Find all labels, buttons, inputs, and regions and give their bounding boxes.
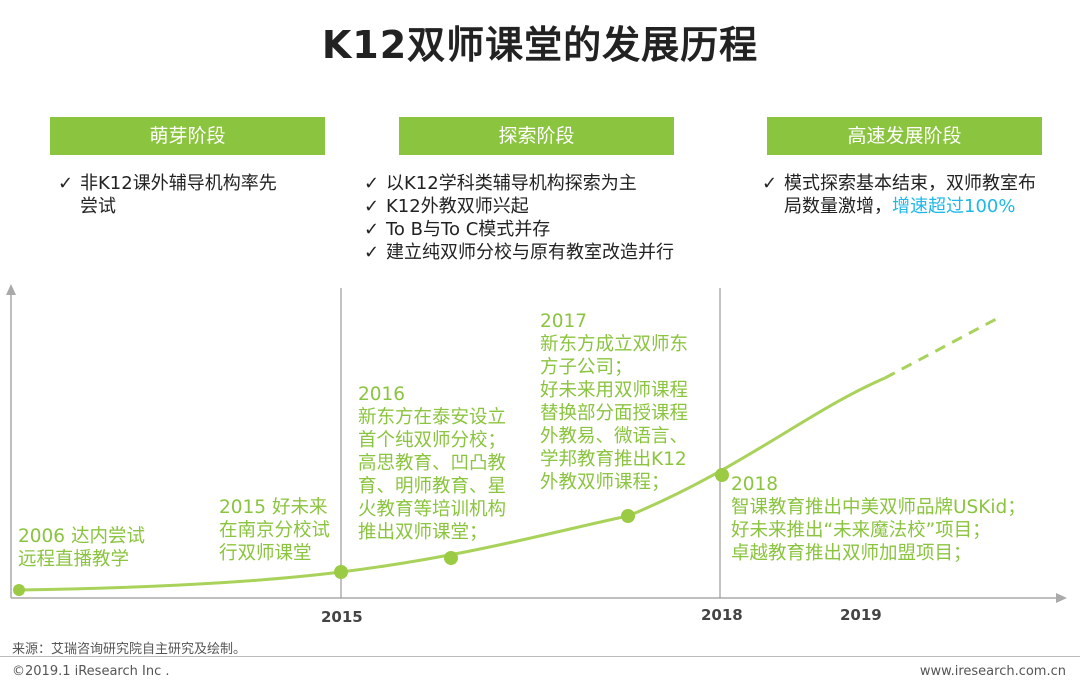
event-line: 首个纯双师分校； bbox=[358, 430, 507, 451]
event-line: 2017 bbox=[540, 311, 588, 332]
event-2006: 2006 达内尝试 远程直播教学 bbox=[18, 525, 145, 571]
bullet-line: 建立纯双师分校与原有教室改造并行 bbox=[386, 242, 674, 263]
event-line: 替换部分面授课程 bbox=[540, 403, 689, 424]
page-title: K12双师课堂的发展历程 bbox=[321, 23, 759, 67]
event-line: 好未来用双师课程 bbox=[540, 380, 689, 401]
milestone-dot-2018 bbox=[715, 468, 729, 482]
check-icon: ✓ bbox=[364, 219, 380, 240]
milestone-dot-2006 bbox=[13, 584, 25, 596]
bullet-line: K12外教双师兴起 bbox=[386, 196, 529, 217]
bullet-item: ✓ 模式探索基本结束，双师教室布 局数量激增，增速超过100% bbox=[762, 172, 1077, 218]
axis-label-2019: 2019 bbox=[840, 606, 882, 624]
milestone-dot-2017 bbox=[621, 509, 635, 523]
bullet-line: To B与To C模式并存 bbox=[386, 219, 551, 240]
event-line: 外教双师课程； bbox=[540, 472, 670, 493]
stage-header-explore: 探索阶段 bbox=[399, 117, 674, 155]
event-line: 方子公司； bbox=[540, 357, 633, 378]
event-line: 行双师课堂 bbox=[219, 543, 312, 564]
check-icon: ✓ bbox=[364, 173, 380, 194]
event-line: 2015 好未来 bbox=[219, 497, 328, 518]
event-2015: 2015 好未来 在南京分校试 行双师课堂 bbox=[219, 496, 330, 565]
axis-label-2018: 2018 bbox=[701, 606, 743, 624]
event-line: 2016 bbox=[358, 384, 406, 405]
event-line: 在南京分校试 bbox=[219, 520, 331, 541]
event-line: 2018 bbox=[731, 474, 779, 495]
y-axis-arrow bbox=[6, 284, 16, 295]
website-link[interactable]: www.iresearch.com.cn bbox=[919, 664, 1066, 679]
source-note: 来源：艾瑞咨询研究院自主研究及绘制。 bbox=[12, 642, 247, 657]
bullet-item: ✓ 非K12课外辅导机构率先 尝试 bbox=[58, 172, 338, 218]
event-line: 好未来推出“未来魔法校”项目； bbox=[731, 520, 991, 541]
growth-highlight: 增速超过100% bbox=[892, 196, 1016, 217]
bullet-line: 尝试 bbox=[80, 196, 116, 217]
stage-rapid-bullets: ✓ 模式探索基本结束，双师教室布 局数量激增，增速超过100% bbox=[762, 172, 1077, 218]
milestone-dot-2016 bbox=[444, 551, 458, 565]
event-line: 远程直播教学 bbox=[18, 549, 130, 570]
check-icon: ✓ bbox=[762, 173, 778, 194]
event-line: 智课教育推出中美双师品牌USKid； bbox=[731, 497, 1026, 518]
bullet-line: 模式探索基本结束，双师教室布 bbox=[784, 173, 1036, 194]
footer-divider bbox=[0, 656, 1080, 657]
event-line: 外教易、微语言、 bbox=[540, 426, 689, 447]
event-line: 2006 达内尝试 bbox=[18, 526, 145, 547]
stage-header-rapid: 高速发展阶段 bbox=[767, 117, 1042, 155]
growth-curve-projection bbox=[884, 315, 1001, 380]
stage-explore-bullets: ✓ 以K12学科类辅导机构探索为主 ✓ K12外教双师兴起 ✓ To B与To … bbox=[364, 172, 724, 264]
bullet-item: ✓ K12外教双师兴起 bbox=[364, 195, 724, 218]
bullet-item: ✓ 建立纯双师分校与原有教室改造并行 bbox=[364, 241, 724, 264]
copyright: ©2019.1 iResearch Inc . bbox=[12, 664, 170, 679]
event-line: 新东方成立双师东 bbox=[540, 334, 689, 355]
stage-sprout-bullets: ✓ 非K12课外辅导机构率先 尝试 bbox=[58, 172, 338, 218]
milestone-dot-2015 bbox=[334, 565, 348, 579]
check-icon: ✓ bbox=[364, 242, 380, 263]
event-2017: 2017 新东方成立双师东 方子公司； 好未来用双师课程 替换部分面授课程 外教… bbox=[540, 310, 688, 494]
event-2016: 2016 新东方在泰安设立 首个纯双师分校； 高思教育、凹凸教 育、明师教育、星… bbox=[358, 383, 506, 544]
check-icon: ✓ bbox=[364, 196, 380, 217]
x-axis-arrow bbox=[1056, 593, 1067, 603]
event-line: 卓越教育推出双师加盟项目； bbox=[731, 543, 972, 564]
event-line: 高思教育、凹凸教 bbox=[358, 453, 507, 474]
bullet-item: ✓ 以K12学科类辅导机构探索为主 bbox=[364, 172, 724, 195]
bullet-line: 以K12学科类辅导机构探索为主 bbox=[386, 173, 637, 194]
event-line: 学邦教育推出K12 bbox=[540, 449, 687, 470]
axis-label-2015: 2015 bbox=[321, 608, 363, 626]
bullet-line: 非K12课外辅导机构率先 bbox=[80, 173, 277, 194]
growth-curve bbox=[18, 376, 886, 592]
event-line: 新东方在泰安设立 bbox=[358, 407, 507, 428]
check-icon: ✓ bbox=[58, 173, 74, 194]
bullet-text: 局数量激增， bbox=[784, 196, 892, 217]
stage-header-sprout: 萌芽阶段 bbox=[50, 117, 325, 155]
bullet-item: ✓ To B与To C模式并存 bbox=[364, 218, 724, 241]
event-line: 火教育等培训机构 bbox=[358, 499, 507, 520]
event-line: 育、明师教育、星 bbox=[358, 476, 507, 497]
bullet-line: 局数量激增，增速超过100% bbox=[784, 195, 1077, 218]
event-line: 推出双师课堂； bbox=[358, 522, 488, 543]
event-2018: 2018 智课教育推出中美双师品牌USKid； 好未来推出“未来魔法校”项目； … bbox=[731, 473, 1026, 565]
